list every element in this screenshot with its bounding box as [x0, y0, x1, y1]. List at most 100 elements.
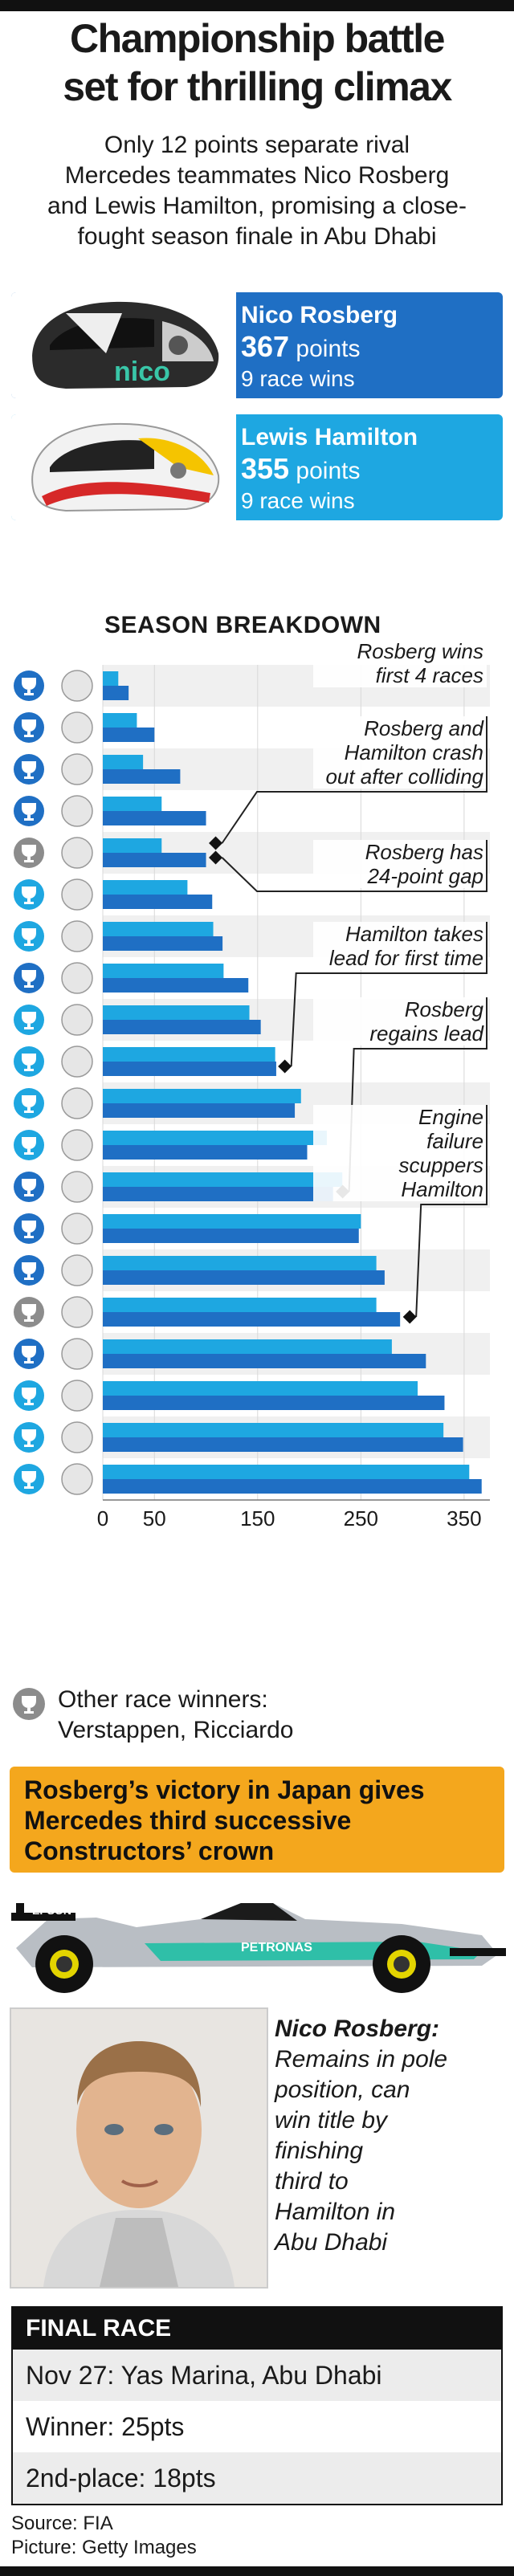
other-winners-line-1: Other race winners: — [58, 1686, 268, 1713]
annotation-text: out after colliding — [325, 764, 483, 789]
trophy-glyph — [22, 1388, 36, 1405]
final-race-winner-points: Winner: 25pts — [26, 2412, 185, 2441]
annotation-text: Hamilton crash — [345, 740, 483, 764]
bar-hamilton — [103, 1339, 392, 1354]
banner-line-1: Rosberg’s victory in Japan gives — [24, 1775, 425, 1804]
annotation-text: scuppers — [399, 1153, 484, 1177]
driver-wins: 9 race wins — [241, 488, 355, 513]
annotation-bg — [313, 1021, 487, 1045]
annotation-text: Hamilton — [401, 1177, 483, 1201]
annotation-marker — [402, 1310, 417, 1324]
x-tick-label: 150 — [240, 1506, 275, 1531]
trophy-icon — [14, 963, 44, 993]
top-rule — [0, 0, 514, 11]
trophy-glyph — [22, 887, 36, 904]
trophy-icon — [14, 754, 44, 785]
trophy-icon — [14, 921, 44, 952]
trophy-glyph — [22, 1179, 36, 1196]
final-race-date: Nov 27: Yas Marina, Abu Dhabi — [13, 2350, 501, 2401]
trophy-glyph — [22, 1137, 36, 1155]
trophy-icon — [14, 1255, 44, 1286]
annotation-text: Rosberg wins — [357, 642, 483, 663]
annotation-bg — [313, 1105, 487, 1129]
country-flag-icon — [61, 1421, 93, 1453]
other-winners-text: Other race winners: Verstappen, Ricciard… — [58, 1685, 294, 1746]
rosberg-portrait — [10, 2007, 268, 2289]
country-flag-icon — [61, 1129, 93, 1161]
car-sponsor-epson: EPSON — [32, 1904, 71, 1917]
driver-wins: 9 race wins — [241, 366, 355, 391]
bar-rosberg — [103, 1437, 463, 1452]
x-tick-label: 250 — [344, 1506, 378, 1531]
trophy-glyph — [22, 1012, 36, 1029]
country-flag-icon — [61, 837, 93, 869]
bar-hamilton — [103, 1005, 250, 1020]
bar-rosberg — [103, 1396, 445, 1410]
bar-rosberg — [103, 1229, 359, 1243]
final-race-heading: FINAL RACE — [13, 2308, 501, 2350]
bar-rosberg — [103, 1062, 276, 1076]
caption-line: Remains in pole — [275, 2046, 448, 2073]
trophy-icon — [14, 838, 44, 868]
bar-rosberg — [103, 1479, 482, 1494]
x-tick-label: 50 — [143, 1506, 166, 1531]
bar-hamilton — [103, 1047, 275, 1062]
bar-rosberg — [103, 895, 213, 909]
trophy-icon — [14, 712, 44, 743]
bar-hamilton — [103, 1172, 343, 1187]
bar-hamilton — [103, 1381, 418, 1396]
caption-line: Abu Dhabi — [275, 2229, 388, 2256]
caption-line: position, can — [275, 2077, 410, 2103]
final-race-second-points: 2nd-place: 18pts — [13, 2452, 501, 2504]
annotation-bg — [313, 1129, 487, 1153]
country-flag-icon — [61, 1463, 93, 1495]
annotation-bg — [313, 764, 487, 789]
other-winner-trophy-icon — [13, 1688, 45, 1720]
bar-hamilton — [103, 755, 144, 769]
other-winners-line-2: Verstappen, Ricciardo — [58, 1717, 294, 1743]
source-line: Source: FIA — [11, 2513, 113, 2534]
bar-hamilton — [103, 880, 188, 895]
annotation-text: Rosberg has — [365, 840, 483, 864]
x-tick-label: 0 — [97, 1506, 108, 1531]
annotation-bg — [313, 716, 487, 740]
annotation-leader — [415, 1105, 487, 1318]
intro-line-2: Mercedes teammates Nico Rosberg — [64, 162, 450, 189]
annotation-text: failure — [426, 1129, 483, 1153]
driver-name: Lewis Hamilton — [241, 424, 418, 450]
country-flag-icon — [61, 962, 93, 994]
points-label: points — [296, 458, 361, 484]
rosberg-helmet-icon: nico — [32, 301, 219, 389]
trophy-glyph — [22, 678, 36, 695]
trophy-glyph — [22, 928, 36, 946]
annotation-bg — [313, 946, 487, 970]
country-flag-icon — [61, 753, 93, 785]
annotation-leader — [221, 840, 487, 892]
annotation-bg — [313, 864, 487, 888]
country-flag-icon — [61, 920, 93, 952]
mercedes-car-illustration: EPSON PETRONAS — [11, 1903, 506, 1993]
trophy-icon — [14, 879, 44, 910]
driver-points: 355 points — [241, 453, 418, 487]
trophy-glyph — [22, 761, 36, 779]
annotation-text: Rosberg — [405, 997, 484, 1021]
trophy-icon — [14, 1088, 44, 1119]
points-label: points — [296, 336, 361, 362]
intro-text: Only 12 points separate rival Mercedes t… — [8, 130, 506, 252]
trophy-icon — [14, 1172, 44, 1202]
intro-line-4: fought season finale in Abu Dhabi — [77, 223, 437, 250]
trophy-icon — [14, 1464, 44, 1494]
bottom-rule — [0, 2566, 514, 2576]
annotation-leader — [221, 716, 487, 844]
bar-rosberg — [103, 1187, 333, 1201]
trophy-icon — [14, 1130, 44, 1160]
trophy-glyph — [22, 1346, 36, 1363]
bar-rosberg — [103, 1312, 401, 1327]
trophy-glyph — [22, 1221, 36, 1238]
portrait-caption: Nico Rosberg: Remains in pole position, … — [275, 2014, 508, 2258]
country-flag-icon — [61, 1380, 93, 1412]
annotation-text: lead for first time — [329, 946, 483, 970]
trophy-icon — [14, 1380, 44, 1411]
country-flag-icon — [61, 1296, 93, 1328]
country-flag-icon — [61, 1171, 93, 1203]
